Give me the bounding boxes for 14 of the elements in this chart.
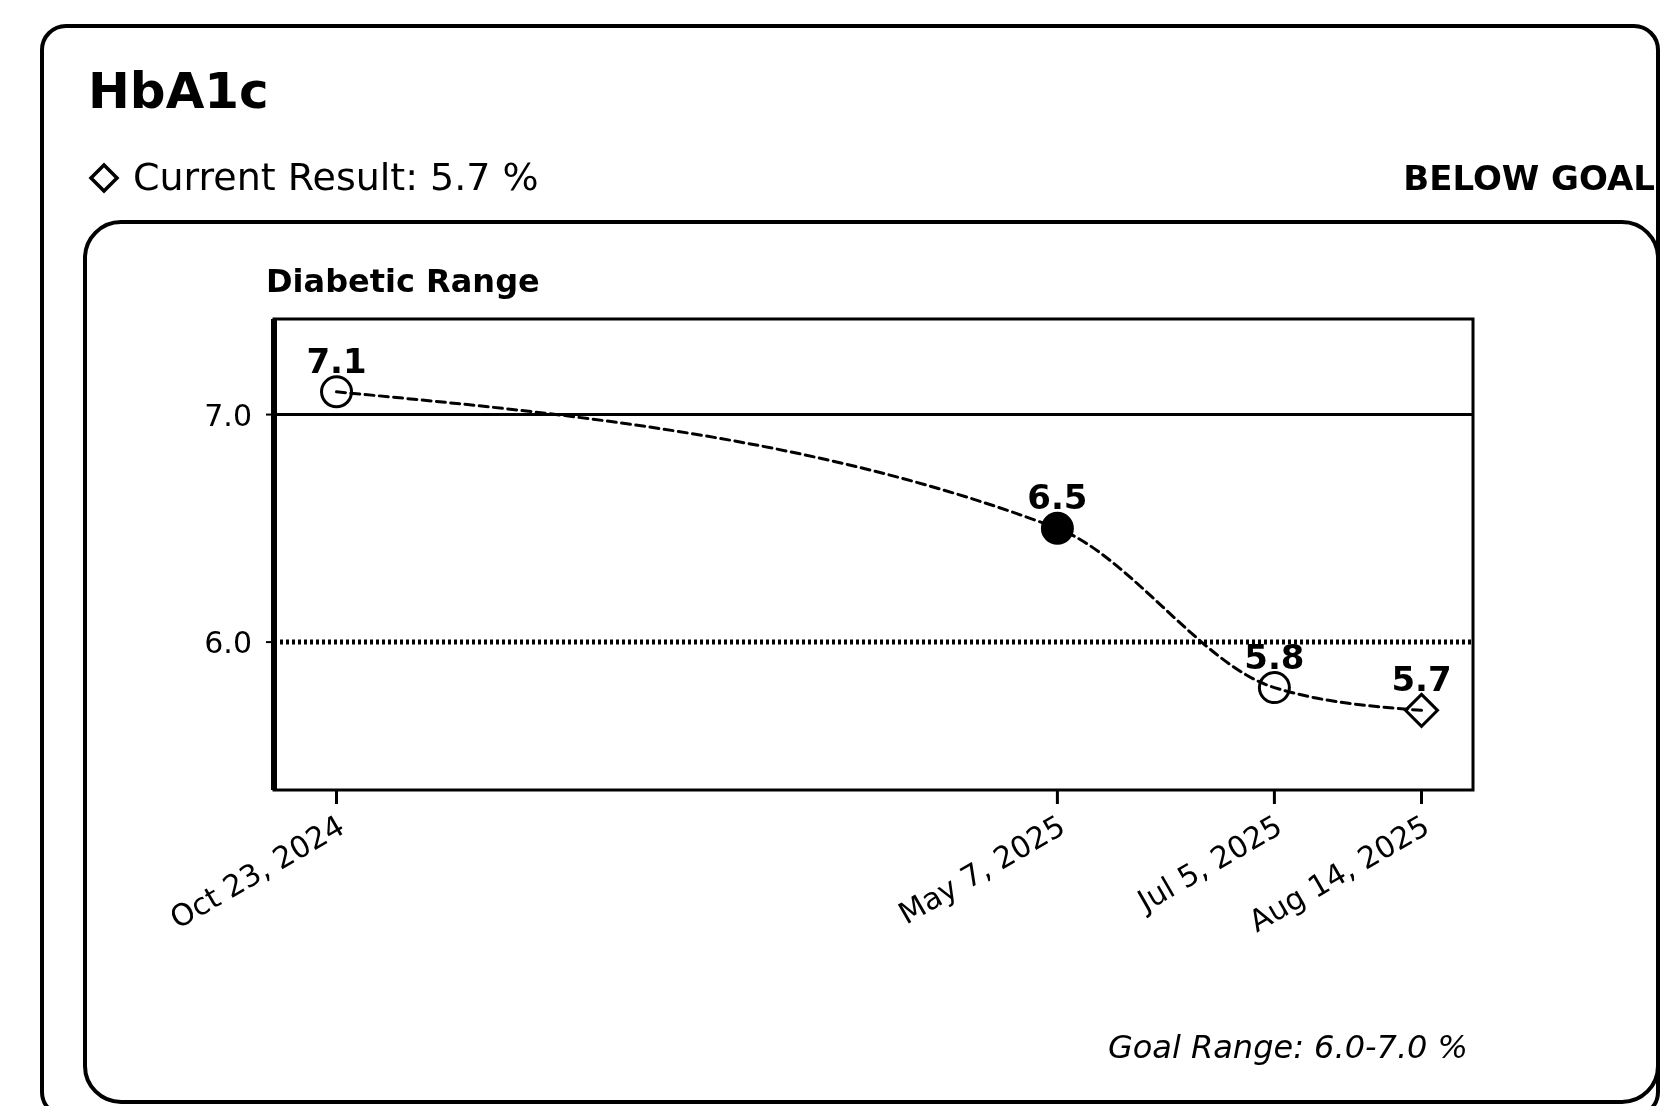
- text: Goal Range: 6.0-7.0 %: [1107, 1028, 1468, 1066]
- text: BELOW GOAL: [1403, 158, 1655, 198]
- chart-subtitle: Current Result: 5.7 %: [133, 155, 539, 199]
- data-label: 5.8: [1244, 636, 1305, 677]
- data-label: 5.7: [1391, 659, 1452, 700]
- data-label: 6.5: [1027, 477, 1088, 518]
- point: [1040, 511, 1074, 545]
- point: [320, 375, 354, 409]
- chart-title: HbA1c: [88, 62, 269, 120]
- y-tick-label: 6.0: [204, 625, 252, 661]
- data-label: 7.1: [306, 340, 367, 381]
- y-tick-label: 7.0: [204, 397, 252, 433]
- text: Diabetic Range: [266, 262, 540, 300]
- point: [1404, 692, 1440, 728]
